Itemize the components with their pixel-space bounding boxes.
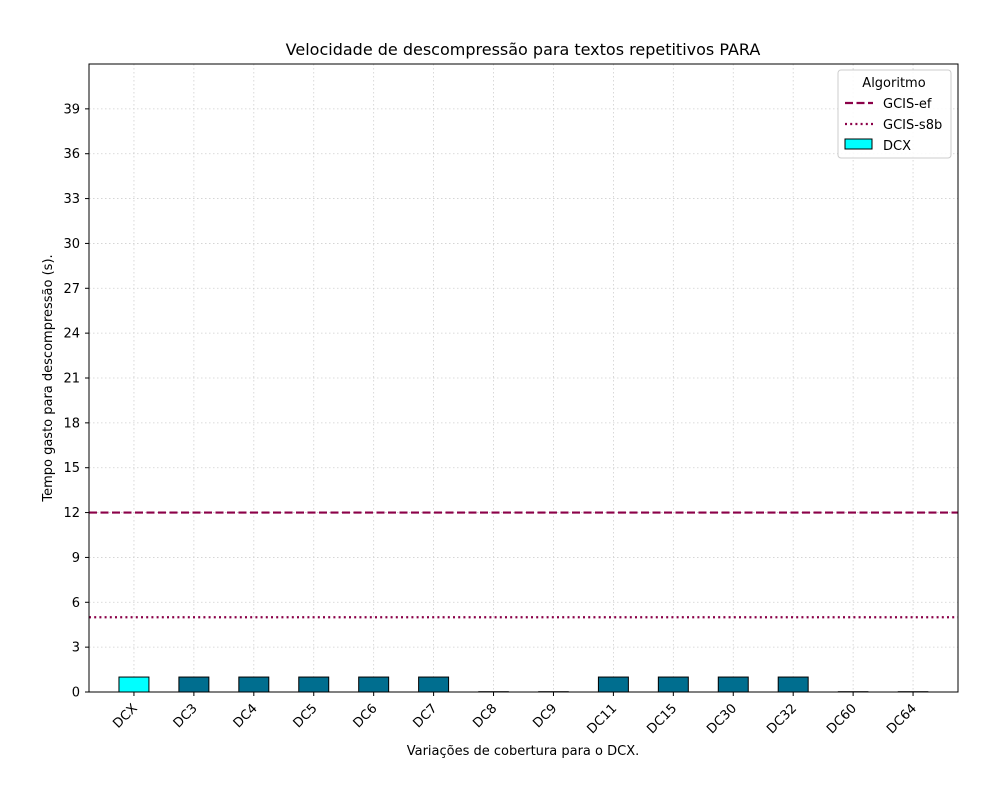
x-tick-label: DC60 <box>824 701 860 737</box>
y-tick-label: 30 <box>63 237 80 252</box>
bar-dc7 <box>418 676 450 693</box>
grid-layer <box>89 64 958 693</box>
y-tick-label: 27 <box>63 282 80 297</box>
y-axis-title: Tempo gasto para descompressão (s). <box>41 254 56 502</box>
x-tick-label: DC8 <box>470 701 500 731</box>
x-tick-label: DC32 <box>764 701 800 737</box>
x-axis: DCX DC3 DC4 DC5 DC6 DC7 DC8 DC9 DC11 DC15 DC30 DC32… <box>110 692 920 737</box>
y-tick-label: 21 <box>63 372 80 387</box>
y-tick-label: 24 <box>63 327 80 342</box>
y-tick-label: 15 <box>63 461 80 476</box>
x-tick-label: DC5 <box>291 701 321 731</box>
x-tick-label: DCX <box>110 701 140 731</box>
x-tick-label: DC64 <box>884 701 920 737</box>
y-tick-label: 9 <box>72 551 80 566</box>
reference-lines-layer <box>89 511 958 619</box>
legend-swatch-dcx <box>844 138 873 150</box>
y-tick-label: 3 <box>72 641 80 656</box>
x-axis-title: Variações de cobertura para o DCX. <box>407 744 640 759</box>
x-tick-label: DC9 <box>530 701 560 731</box>
y-tick-label: 36 <box>63 147 80 162</box>
x-tick-label: DC7 <box>410 701 440 731</box>
y-tick-label: 12 <box>63 506 80 521</box>
legend-title: Algoritmo <box>862 76 925 91</box>
chart-title: Velocidade de descompressão para textos … <box>286 40 761 59</box>
bar-dc3 <box>178 676 210 693</box>
legend-label-dcx: DCX <box>883 139 911 154</box>
y-tick-label: 0 <box>72 686 80 701</box>
legend-label-gcis-s8b: GCIS-s8b <box>883 118 942 133</box>
x-tick-label: DC6 <box>351 701 381 731</box>
x-tick-label: DC11 <box>584 701 620 737</box>
bar-dc15 <box>657 676 689 693</box>
y-tick-label: 39 <box>63 102 80 117</box>
bar-dcx <box>118 676 150 693</box>
bars-layer <box>118 676 929 693</box>
x-tick-label: DC15 <box>644 701 680 737</box>
y-tick-label: 6 <box>72 596 80 611</box>
x-tick-label: DC4 <box>231 701 261 731</box>
x-tick-label: DC30 <box>704 701 740 737</box>
x-tick-label: DC3 <box>171 701 201 731</box>
legend-label-gcis-ef: GCIS-ef <box>883 97 932 112</box>
bar-dc5 <box>298 676 330 693</box>
legend: Algoritmo GCIS-ef GCIS-s8b DCX <box>837 69 952 159</box>
y-tick-label: 33 <box>63 192 80 207</box>
bar-dc32 <box>777 676 809 693</box>
bar-dc30 <box>717 676 749 693</box>
legend-box <box>837 69 952 159</box>
bar-dc6 <box>358 676 390 693</box>
y-tick-label: 18 <box>63 416 80 431</box>
bar-dc11 <box>597 676 629 693</box>
plot-frame <box>88 63 959 693</box>
bar-dc4 <box>238 676 270 693</box>
